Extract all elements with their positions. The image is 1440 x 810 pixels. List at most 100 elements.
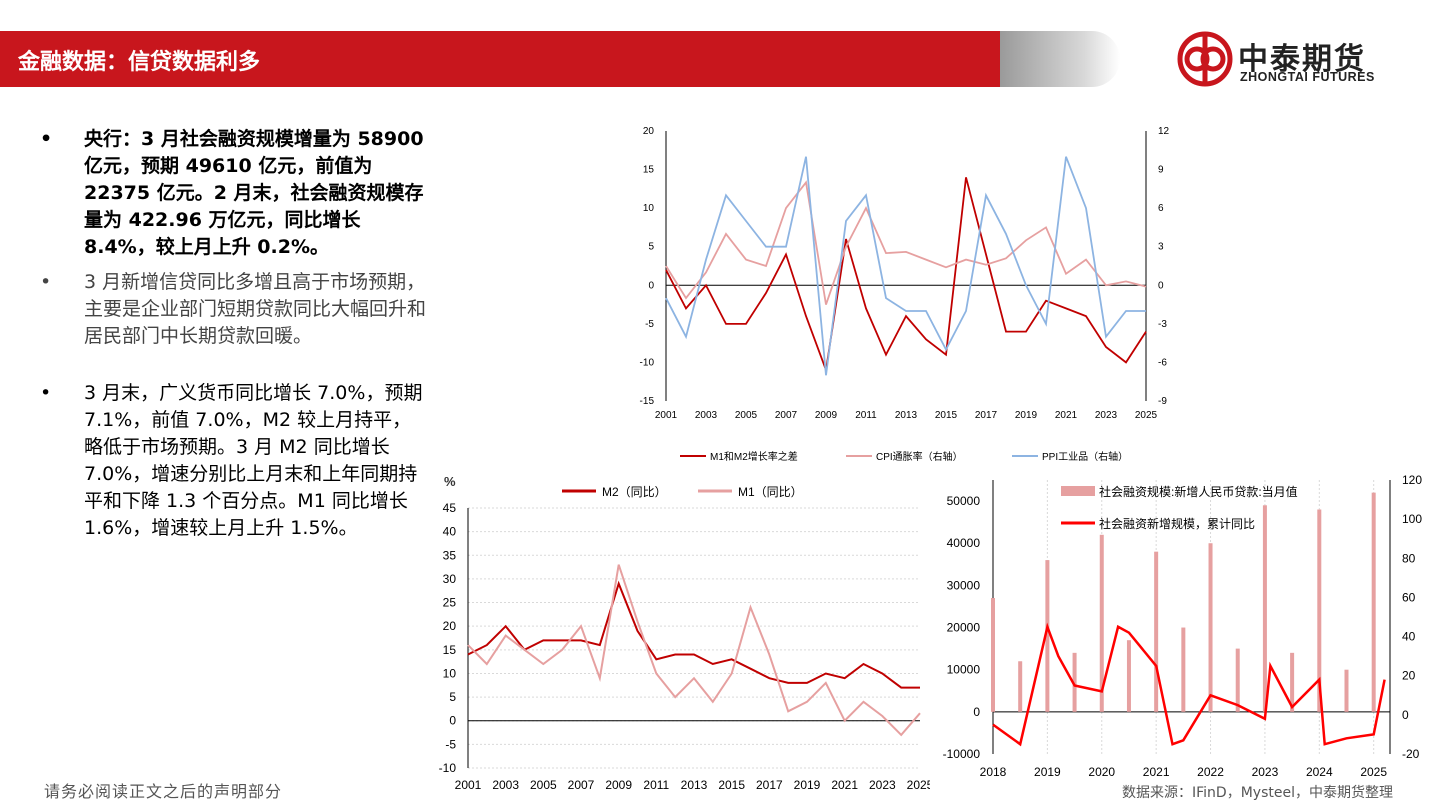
x-tick-label: 2021 [1055,410,1078,421]
x-tick-label: 2019 [794,778,821,792]
series-line [665,156,1146,376]
bar [1235,648,1240,712]
y-tick-label: 15 [643,165,655,176]
y-right-tick-label: 6 [1158,203,1164,214]
x-tick-label: 2025 [1360,765,1387,779]
page-title: 金融数据：信贷数据利多 [18,50,261,75]
logo-name-en: ZHONGTAI FUTURES [1240,70,1375,84]
legend-label: CPI通胀率（右轴） [876,450,963,463]
bar [1154,551,1159,712]
bullet-text: 央行：3 月社会融资规模增量为 58900 亿元，预期 49610 亿元，前值为… [84,128,424,258]
x-tick-label: 2001 [455,778,482,792]
y-tick-label: 0 [648,280,654,291]
legend-label: M2（同比） [602,485,667,499]
y-tick-label: 50000 [947,494,981,508]
legend-swatch [1061,486,1095,496]
y-right-tick-label: -9 [1158,396,1167,407]
y-tick-label: 30000 [947,578,981,592]
x-tick-label: 2005 [530,778,557,792]
x-tick-label: 2020 [1088,765,1115,779]
bar [1018,661,1023,712]
x-tick-label: 2017 [975,410,998,421]
y-tick-label: 20000 [947,621,981,635]
header-bar-shadow [1000,31,1120,87]
disclaimer: 请务必阅读正文之后的声明部分 [44,782,283,801]
y-tick-label: -10 [640,357,655,368]
x-tick-label: 2013 [681,778,708,792]
bar [1099,534,1104,712]
y-right-tick-label: -6 [1158,357,1167,368]
y-tick-label: -10000 [943,747,981,761]
x-tick-label: 2023 [869,778,896,792]
header-bar [0,31,1060,87]
y-tick-label: 20 [443,619,457,633]
x-tick-label: 2007 [568,778,595,792]
logo-name-cn: 中泰期货 [1238,42,1366,77]
bullet-item: • 3 月新增信贷同比多增且高于市场预期，主要是企业部门短期贷款同比大幅回升和居民… [40,271,427,347]
x-tick-label: 2021 [831,778,858,792]
zhongtai-logo-icon [1177,31,1233,87]
y-tick-label: 10000 [947,663,981,677]
x-tick-label: 2022 [1197,765,1224,779]
company-logo: 中泰期货 ZHONGTAI FUTURES [1176,30,1416,90]
y-right-tick-label: -3 [1158,319,1167,330]
y-tick-label: 5 [449,690,456,704]
x-tick-label: 2003 [695,410,718,421]
x-tick-label: 2018 [980,765,1007,779]
y-tick-label: 40 [443,525,457,539]
x-tick-label: 2021 [1143,765,1170,779]
bar [1208,543,1213,712]
x-tick-label: 2003 [492,778,519,792]
y-tick-label: 15 [443,643,457,657]
y-tick-label: 0 [973,705,980,719]
data-source: 数据来源：IFinD，Mysteel，中泰期货整理 [1122,785,1393,801]
y-right-tick-label: 9 [1158,165,1164,176]
x-tick-label: 2011 [643,778,669,792]
x-tick-label: 2013 [895,410,918,421]
x-tick-label: 2019 [1015,410,1038,421]
y-right-tick-label: 40 [1402,630,1416,644]
legend-label: PPI工业品（右轴） [1042,450,1128,463]
y-right-tick-label: 120 [1402,473,1422,487]
x-tick-label: 2015 [718,778,745,792]
y-tick-label: 25 [443,596,457,610]
series-line [992,622,1386,747]
x-tick-label: 2011 [855,410,877,421]
y-tick-label: 30 [443,572,457,586]
y-axis-unit: % [444,474,456,489]
chart-social-financing: 50000 40000 30000 20000 10000 0 -10000 120 100 80… [943,473,1423,779]
x-tick-label: 2015 [935,410,958,421]
x-tick-label: 2025 [1135,410,1158,421]
x-tick-label: 2005 [735,410,758,421]
series-line [665,180,1147,305]
bullet-item: • 3 月末，广义货币同比增长 7.0%，预期 7.1%，前值 7.0%，M2 较… [40,382,423,539]
y-right-tick-label: 100 [1402,512,1422,526]
bar [1371,492,1376,712]
x-tick-label: 2007 [775,410,798,421]
y-right-tick-label: 12 [1158,126,1170,137]
bar [991,598,995,712]
y-tick-label: 5 [648,242,654,253]
series-line [467,564,921,737]
x-tick-label: 2009 [815,410,838,421]
y-tick-label: 40000 [947,536,981,550]
bullet-item: • 央行：3 月社会融资规模增量为 58900 亿元，预期 49610 亿元，前值… [40,128,424,258]
y-tick-label: -5 [645,319,654,330]
y-tick-label: -10 [439,761,457,775]
x-tick-label: 2025 [907,778,930,792]
y-right-tick-label: 0 [1158,280,1164,291]
y-tick-label: 10 [443,666,457,680]
x-tick-label: 2009 [605,778,632,792]
bullet-list: • 央行：3 月社会融资规模增量为 58900 亿元，预期 49610 亿元，前值… [40,126,430,550]
y-tick-label: 10 [643,203,655,214]
bar [1344,669,1349,712]
legend-label: 社会融资规模:新增人民币贷款:当月值 [1099,484,1298,499]
x-tick-label: 2023 [1252,765,1279,779]
bar [1317,509,1322,712]
bar [1181,627,1186,712]
y-tick-label: 45 [443,501,457,515]
y-tick-label: -5 [445,737,456,751]
y-tick-label: 0 [449,714,456,728]
x-tick-label: 2023 [1095,410,1118,421]
